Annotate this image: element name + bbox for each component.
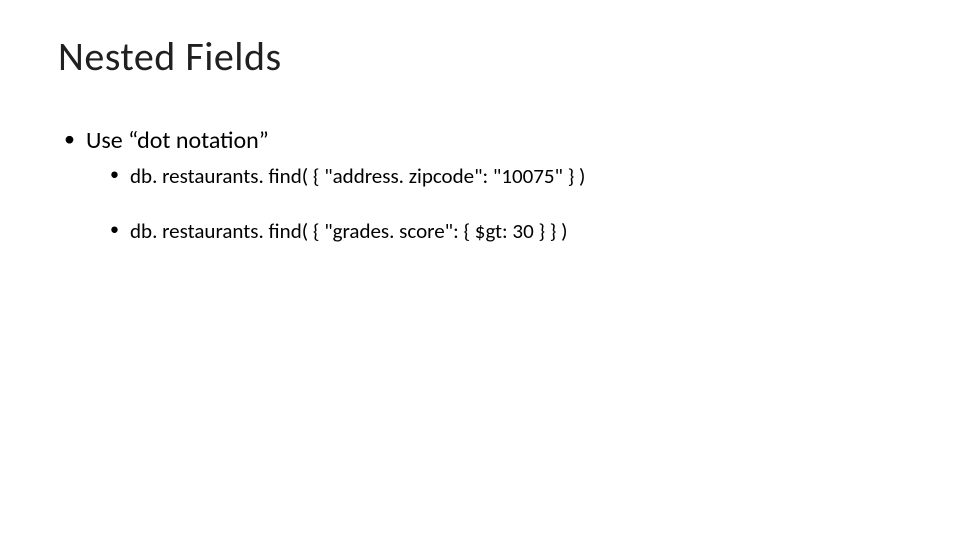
bullet-list-level2: db. restaurants. find( { "address. zipco… — [86, 162, 902, 245]
slide-title: Nested Fields — [58, 32, 902, 81]
bullet-list-level1: Use “dot notation” db. restaurants. find… — [58, 125, 902, 245]
list-item: db. restaurants. find( { "grades. score"… — [106, 217, 902, 245]
bullet-text: db. restaurants. find( { "address. zipco… — [130, 163, 585, 189]
slide: Nested Fields Use “dot notation” db. res… — [0, 0, 960, 540]
list-item: db. restaurants. find( { "address. zipco… — [106, 162, 902, 190]
bullet-text: db. restaurants. find( { "grades. score"… — [130, 218, 568, 244]
bullet-text: Use “dot notation” — [86, 126, 269, 155]
list-item: Use “dot notation” db. restaurants. find… — [58, 125, 902, 245]
